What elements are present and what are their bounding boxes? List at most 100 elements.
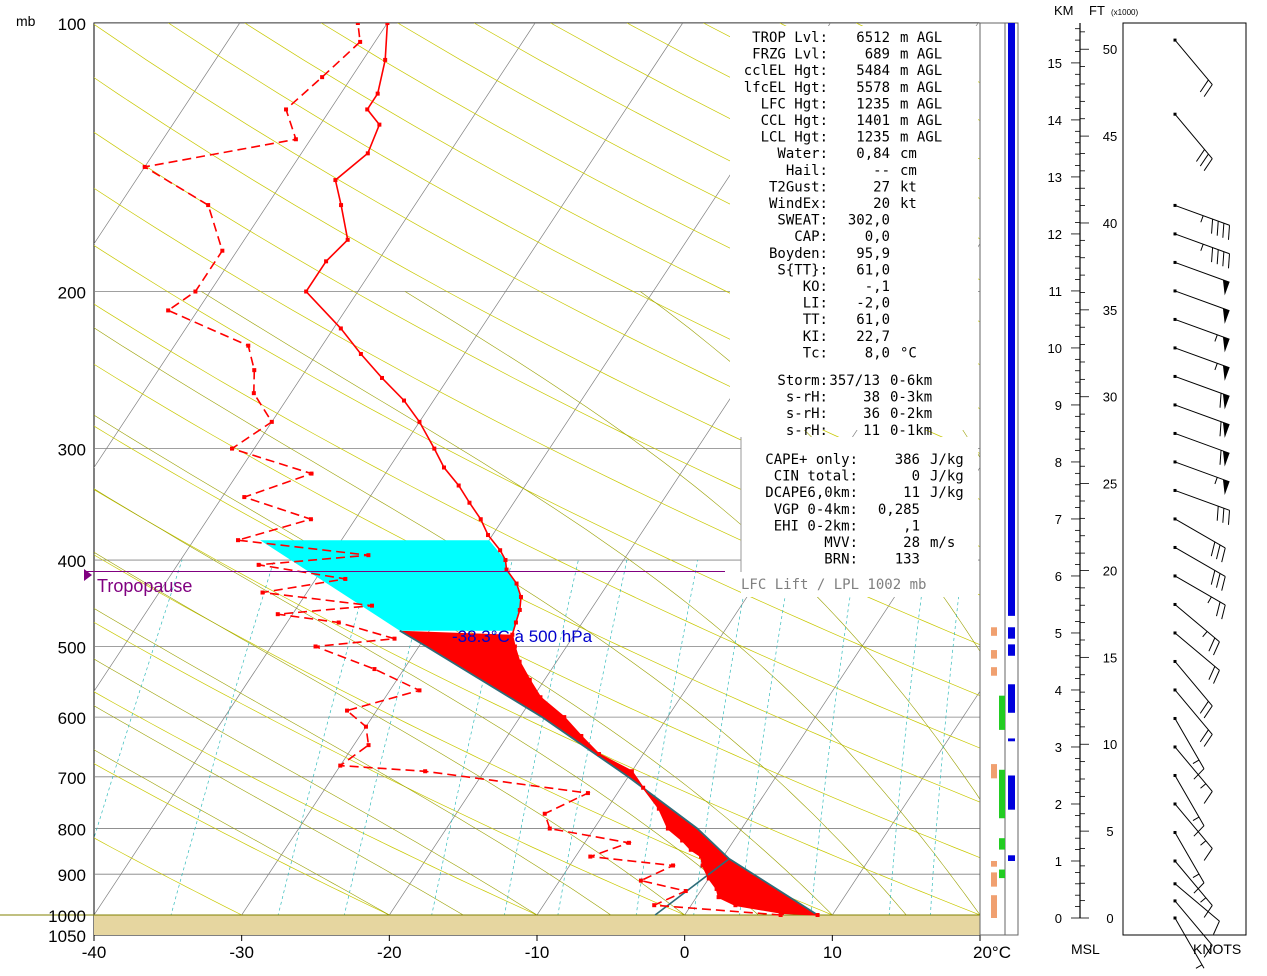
wind-barb [1173, 602, 1220, 656]
index-value: ,1 [903, 518, 920, 534]
temperature-point [699, 854, 704, 859]
temperature-point [375, 91, 380, 96]
index-name: LI: [803, 296, 828, 312]
index-value: 1235 [856, 130, 890, 146]
wind-barb [1173, 203, 1231, 240]
wind-barb [1173, 517, 1226, 563]
dewpoint-point [142, 164, 147, 169]
cloud-marker-orange [991, 627, 997, 636]
index-unit: m/s [930, 535, 955, 551]
dewpoint-point [588, 854, 593, 859]
dry-adiabat-line [94, 131, 980, 596]
index-name: Hail: [786, 163, 828, 179]
tropopause-marker-icon [84, 569, 92, 581]
index-name: VGP 0-4km: [774, 502, 858, 518]
dewpoint-point [260, 590, 265, 595]
index-unit: m AGL [900, 80, 942, 96]
isotherm-line [94, 23, 241, 245]
mixing-ratio-line [165, 559, 275, 934]
wind-barb [1173, 488, 1231, 525]
dewpoint-point [320, 75, 325, 80]
dewpoint-point [336, 620, 341, 625]
km-tick-label: 7 [1055, 512, 1062, 527]
kft-tick-label: 40 [1103, 216, 1117, 231]
cape-panel: CAPE+ only: 386 J/kg CIN total: 0 J/kg DCAPE6,… [765, 452, 963, 568]
index-value: 28 [903, 535, 920, 551]
dewpoint-point [313, 644, 318, 649]
index-name: CAPE+ only: [765, 452, 858, 468]
dewpoint-point [363, 724, 368, 729]
temperature-point [432, 446, 437, 451]
temperature-point [714, 886, 719, 891]
temperature-point [304, 289, 309, 294]
index-name: Boyden: [769, 246, 828, 262]
index-value: 689 [865, 47, 890, 63]
temperature-point [498, 548, 503, 553]
temperature-point [514, 581, 519, 586]
index-value: 357/13 [829, 373, 880, 389]
index-name: Storm: [777, 373, 828, 389]
index-name: LCL Hgt: [761, 130, 828, 146]
index-value: 11 [863, 423, 880, 439]
wind-panel-frame [1122, 22, 1247, 936]
km-tick-label: 11 [1049, 284, 1063, 299]
index-name: TROP Lvl: [752, 30, 828, 46]
wind-barb [1173, 289, 1230, 324]
dewpoint-point [230, 446, 235, 451]
temperature-point [333, 178, 338, 183]
index-value: 11 [903, 485, 920, 501]
index-unit: m AGL [900, 113, 942, 129]
temperature-point [706, 876, 711, 881]
index-name: KI: [803, 329, 828, 345]
wind-barb [1173, 38, 1213, 97]
dewpoint-point [242, 495, 247, 500]
isotherm-line [0, 23, 92, 934]
dry-adiabat-line [94, 425, 980, 859]
dewpoint-point [547, 826, 552, 831]
cloud-layer-bar [1008, 23, 1015, 616]
moist-adiabat-line [201, 291, 980, 916]
km-tick-label: 9 [1055, 398, 1062, 413]
temperature-point [486, 533, 491, 538]
dewpoint-point [166, 308, 171, 313]
dewpoint-point [542, 811, 547, 816]
moist-adiabat-line [94, 327, 923, 935]
index-name: CCL Hgt: [761, 113, 828, 129]
temperature-point [538, 695, 543, 700]
moist-adiabat-line [404, 291, 980, 800]
index-value: 0,285 [878, 502, 920, 518]
index-name: lfcEL Hgt: [744, 80, 828, 96]
dry-adiabat-line [94, 621, 730, 935]
dewpoint-point [417, 688, 422, 693]
temperature-point [629, 769, 634, 774]
kft-tick-label: 0 [1106, 911, 1113, 926]
temperature-point [467, 500, 472, 505]
mixing-ratio-line [427, 559, 513, 934]
index-value: 0,0 [865, 229, 890, 245]
temperature-point [688, 847, 693, 852]
pressure-unit-label: mb [16, 13, 36, 29]
temperature-point [513, 620, 518, 625]
dewpoint-point [284, 107, 289, 112]
km-tick-label: 1 [1055, 854, 1062, 869]
dewpoint-point [275, 612, 280, 617]
upper-negative-area [260, 540, 521, 631]
index-name: CIN total: [774, 469, 858, 485]
index-name: Tc: [803, 345, 828, 361]
dewpoint-point [638, 878, 643, 883]
index-name: CAP: [794, 229, 828, 245]
wind-barb [1173, 899, 1213, 958]
index-name: BRN: [824, 552, 858, 568]
dry-adiabat-line [94, 691, 580, 935]
index-unit: 0-3km [890, 390, 932, 406]
index-name: LFC Hgt: [761, 96, 828, 112]
cloud-marker-green [999, 869, 1005, 879]
dewpoint-point [652, 903, 657, 908]
cloud-layer-bar [1008, 644, 1015, 656]
temperature-tick-label: -30 [229, 943, 254, 962]
wind-barb [1173, 545, 1226, 591]
dewpoint-point [683, 889, 688, 894]
index-unit: m AGL [900, 96, 942, 112]
km-tick-label: 12 [1048, 227, 1062, 242]
wind-barb [1173, 403, 1230, 438]
